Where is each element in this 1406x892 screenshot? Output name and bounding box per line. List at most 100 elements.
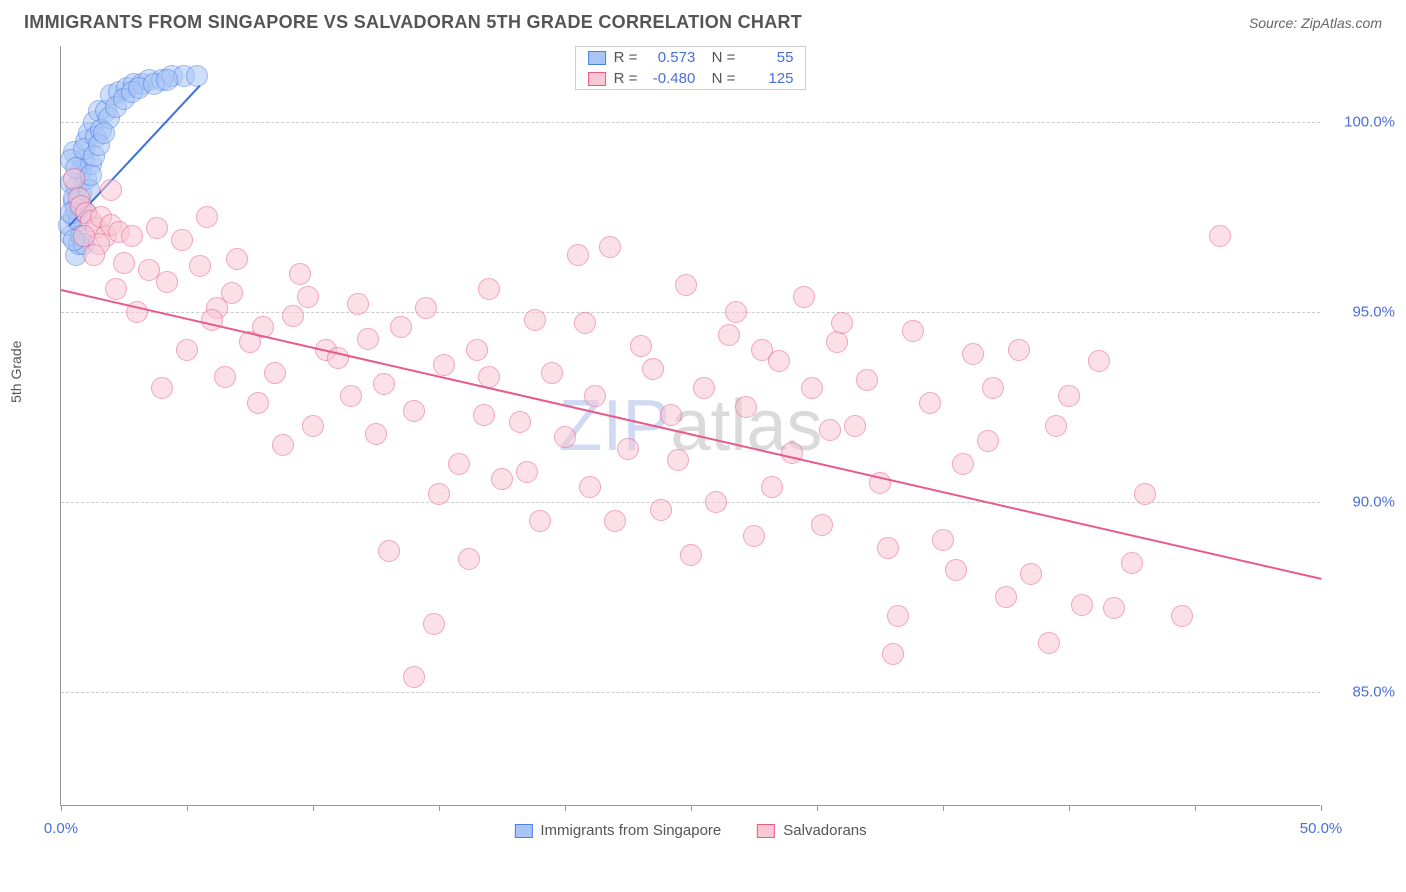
gridline xyxy=(61,122,1320,123)
scatter-point xyxy=(793,286,815,308)
y-axis-label: 5th Grade xyxy=(8,340,24,402)
legend-swatch xyxy=(757,824,775,838)
y-tick-label: 100.0% xyxy=(1330,114,1395,131)
scatter-point xyxy=(952,453,974,475)
scatter-point xyxy=(428,483,450,505)
scatter-point xyxy=(1058,385,1080,407)
scatter-point xyxy=(1171,605,1193,627)
scatter-point xyxy=(403,666,425,688)
scatter-point xyxy=(844,415,866,437)
gridline xyxy=(61,502,1320,503)
scatter-point xyxy=(705,491,727,513)
x-tick xyxy=(1321,805,1322,811)
scatter-point xyxy=(919,392,941,414)
stat-n-value: 55 xyxy=(743,49,793,66)
scatter-point xyxy=(650,499,672,521)
scatter-point xyxy=(247,392,269,414)
gridline xyxy=(61,692,1320,693)
scatter-point xyxy=(660,404,682,426)
scatter-point xyxy=(113,252,135,274)
scatter-point xyxy=(196,206,218,228)
legend-swatch xyxy=(514,824,532,838)
scatter-point xyxy=(390,316,412,338)
scatter-point xyxy=(945,559,967,581)
scatter-point xyxy=(630,335,652,357)
scatter-point xyxy=(340,385,362,407)
chart-header: IMMIGRANTS FROM SINGAPORE VS SALVADORAN … xyxy=(0,0,1406,41)
chart-container: 5th Grade ZIPatlas R =0.573 N =55R =-0.4… xyxy=(60,46,1386,806)
legend-swatch xyxy=(588,51,606,65)
scatter-point xyxy=(902,320,924,342)
scatter-point xyxy=(264,362,286,384)
scatter-point xyxy=(567,244,589,266)
scatter-point xyxy=(1071,594,1093,616)
x-tick xyxy=(817,805,818,811)
scatter-point xyxy=(1103,597,1125,619)
scatter-point xyxy=(473,404,495,426)
scatter-point xyxy=(289,263,311,285)
scatter-point xyxy=(93,122,115,144)
scatter-point xyxy=(448,453,470,475)
scatter-point xyxy=(1008,339,1030,361)
scatter-point xyxy=(882,643,904,665)
legend-swatch xyxy=(588,72,606,86)
scatter-point xyxy=(811,514,833,536)
scatter-point xyxy=(214,366,236,388)
scatter-point xyxy=(221,282,243,304)
y-tick-label: 85.0% xyxy=(1330,684,1395,701)
scatter-point xyxy=(725,301,747,323)
scatter-point xyxy=(357,328,379,350)
scatter-point xyxy=(151,377,173,399)
scatter-point xyxy=(373,373,395,395)
scatter-point xyxy=(466,339,488,361)
scatter-point xyxy=(977,430,999,452)
scatter-point xyxy=(378,540,400,562)
scatter-point xyxy=(584,385,606,407)
scatter-point xyxy=(1121,552,1143,574)
scatter-point xyxy=(189,255,211,277)
scatter-point xyxy=(801,377,823,399)
scatter-point xyxy=(282,305,304,327)
scatter-point xyxy=(433,354,455,376)
scatter-point xyxy=(995,586,1017,608)
stat-r-label: R = xyxy=(614,49,638,66)
stat-n-label: N = xyxy=(703,70,735,87)
scatter-point xyxy=(121,225,143,247)
scatter-point xyxy=(478,278,500,300)
x-tick xyxy=(943,805,944,811)
scatter-point xyxy=(604,510,626,532)
stat-r-value: 0.573 xyxy=(645,49,695,66)
legend-stats-row: R =0.573 N =55 xyxy=(576,47,806,68)
scatter-point xyxy=(541,362,563,384)
scatter-point xyxy=(83,244,105,266)
x-tick-label: 0.0% xyxy=(44,820,78,837)
scatter-point xyxy=(272,434,294,456)
scatter-point xyxy=(718,324,740,346)
x-tick xyxy=(1069,805,1070,811)
scatter-point xyxy=(642,358,664,380)
scatter-point xyxy=(1038,632,1060,654)
scatter-point xyxy=(1134,483,1156,505)
scatter-point xyxy=(982,377,1004,399)
scatter-point xyxy=(403,400,425,422)
scatter-point xyxy=(831,312,853,334)
x-tick xyxy=(61,805,62,811)
scatter-point xyxy=(826,331,848,353)
x-tick xyxy=(691,805,692,811)
scatter-point xyxy=(100,179,122,201)
chart-title: IMMIGRANTS FROM SINGAPORE VS SALVADORAN … xyxy=(24,12,802,33)
legend-stats-row: R =-0.480 N =125 xyxy=(576,68,806,89)
scatter-point xyxy=(146,217,168,239)
scatter-point xyxy=(458,548,480,570)
scatter-point xyxy=(856,369,878,391)
x-tick-label: 50.0% xyxy=(1300,820,1343,837)
source-label: Source: ZipAtlas.com xyxy=(1249,15,1382,31)
scatter-point xyxy=(735,396,757,418)
scatter-point xyxy=(347,293,369,315)
scatter-point xyxy=(962,343,984,365)
scatter-point xyxy=(423,613,445,635)
x-tick xyxy=(187,805,188,811)
scatter-point xyxy=(186,65,208,87)
scatter-point xyxy=(761,476,783,498)
plot-area: 5th Grade ZIPatlas R =0.573 N =55R =-0.4… xyxy=(60,46,1320,806)
